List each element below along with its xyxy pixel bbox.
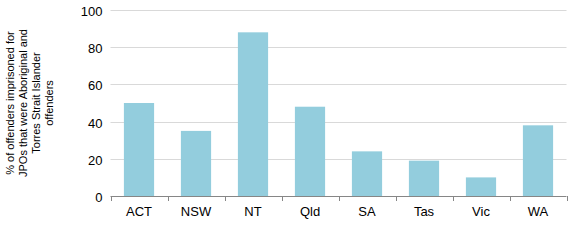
y-tick-label: 100 (81, 4, 103, 19)
grid-line (111, 84, 567, 85)
y-axis-label: % of offenders imprisoned forJPOs that w… (4, 29, 55, 177)
x-tick (396, 196, 397, 201)
y-axis-label-line: offenders (43, 80, 55, 126)
x-axis: ACT NSW NT Qld SA Tas Vic WA (111, 196, 568, 219)
x-tick-label: Vic (472, 204, 490, 219)
x-tick (339, 196, 340, 201)
bar (466, 177, 496, 196)
x-tick-label: NSW (181, 204, 212, 219)
bar (295, 107, 325, 196)
bar (238, 32, 268, 196)
x-tick-label: Qld (300, 204, 320, 219)
y-tick-label: 60 (88, 78, 102, 93)
grid-line (111, 159, 567, 160)
grid (111, 11, 567, 160)
x-tick (168, 196, 169, 201)
x-tick (510, 196, 511, 201)
y-axis-label-line: Torres Strait Islander (30, 52, 42, 154)
y-tick-label: 20 (88, 153, 102, 168)
x-tick (225, 196, 226, 201)
bar (352, 151, 382, 196)
y-tick-label: 0 (95, 190, 102, 205)
grid-line (111, 10, 567, 11)
x-axis-line (111, 196, 567, 197)
y-axis-label-line: JPOs that were Aboriginal and (17, 29, 29, 177)
x-tick (567, 196, 568, 201)
bar (181, 131, 211, 196)
grid-line (111, 122, 567, 123)
y-tick-label: 80 (88, 41, 102, 56)
bar (124, 103, 154, 196)
x-tick-label: WA (528, 204, 549, 219)
y-axis-label-line: % of offenders imprisoned for (4, 31, 16, 175)
y-tick-label: 40 (88, 116, 102, 131)
chart: 0 20 40 60 80 100 ACT NSW NT Qld SA Tas Vic WA % of of… (0, 0, 581, 240)
bar (523, 125, 553, 196)
grid-line (111, 47, 567, 48)
x-tick-label: NT (244, 204, 261, 219)
x-tick (453, 196, 454, 201)
x-tick (111, 196, 112, 201)
x-tick-label: SA (358, 204, 376, 219)
x-tick (282, 196, 283, 201)
x-tick-label: ACT (126, 204, 152, 219)
x-tick-label: Tas (414, 204, 435, 219)
bar (409, 161, 439, 196)
